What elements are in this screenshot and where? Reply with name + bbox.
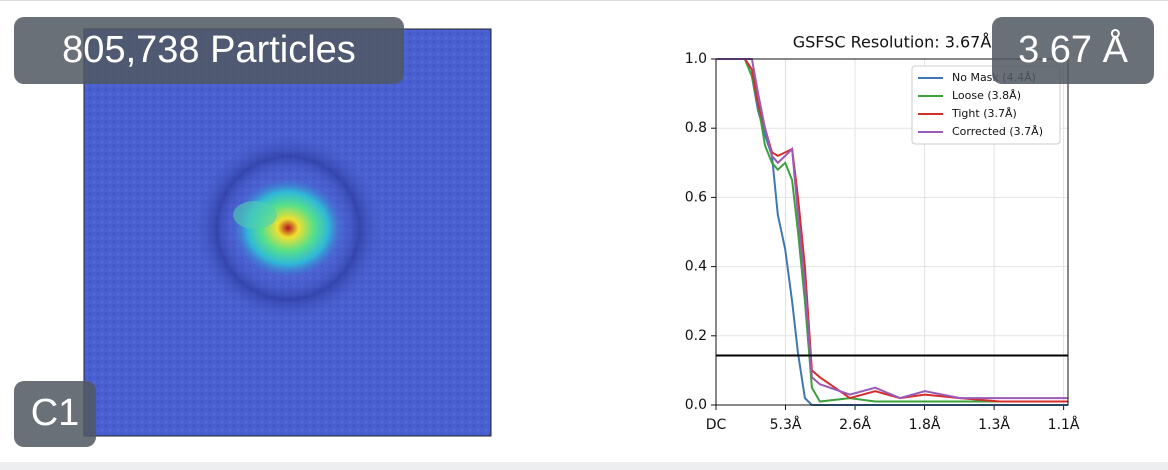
fsc-line [716,58,1068,403]
y-tick-label: 0.8 [685,120,707,136]
y-tick-label: 0.4 [685,259,707,275]
badge-text: 3.67 Å [1018,27,1129,71]
x-tick-label: 1.8Å [909,416,941,433]
legend-label: Tight (3.7Å) [951,107,1017,120]
image-blob-lobe [233,201,277,229]
badge-symmetry: C1 [14,381,96,447]
bottom-band [0,462,1168,470]
badge-particles: 805,738 Particles [14,17,404,84]
y-tick-label: 0.2 [685,328,707,344]
plot-frame [715,58,1069,406]
legend-label: Loose (3.8Å) [952,89,1021,102]
y-tick-label: 1.0 [685,51,707,67]
y-tick-label: 0.0 [685,397,707,413]
fsc-chart: GSFSC Resolution: 3.67Å 0.0 0.2 0.4 0.6 0.8 1.… [685,33,1080,434]
legend-label: Corrected (3.7Å) [952,125,1043,138]
legend-box [911,65,1061,145]
badge-bg [14,17,404,84]
chart-title: GSFSC Resolution: 3.67Å [793,33,992,52]
x-tick-label: 2.6Å [839,416,871,433]
badge-bg [992,17,1154,84]
badge-bg [14,381,96,447]
badge-text: 805,738 Particles [62,29,356,71]
badge-text: C1 [31,392,80,434]
x-tick-label: 1.3Å [978,416,1010,433]
badge-resolution: 3.67 Å [992,17,1154,84]
y-tick-label: 0.6 [685,189,707,205]
fsc-line [716,58,1068,400]
x-tick-label: 1.1Å [1048,416,1080,433]
density-image [83,28,492,437]
x-tick-label: 5.3Å [770,416,802,433]
x-tick-label: DC [706,417,727,433]
